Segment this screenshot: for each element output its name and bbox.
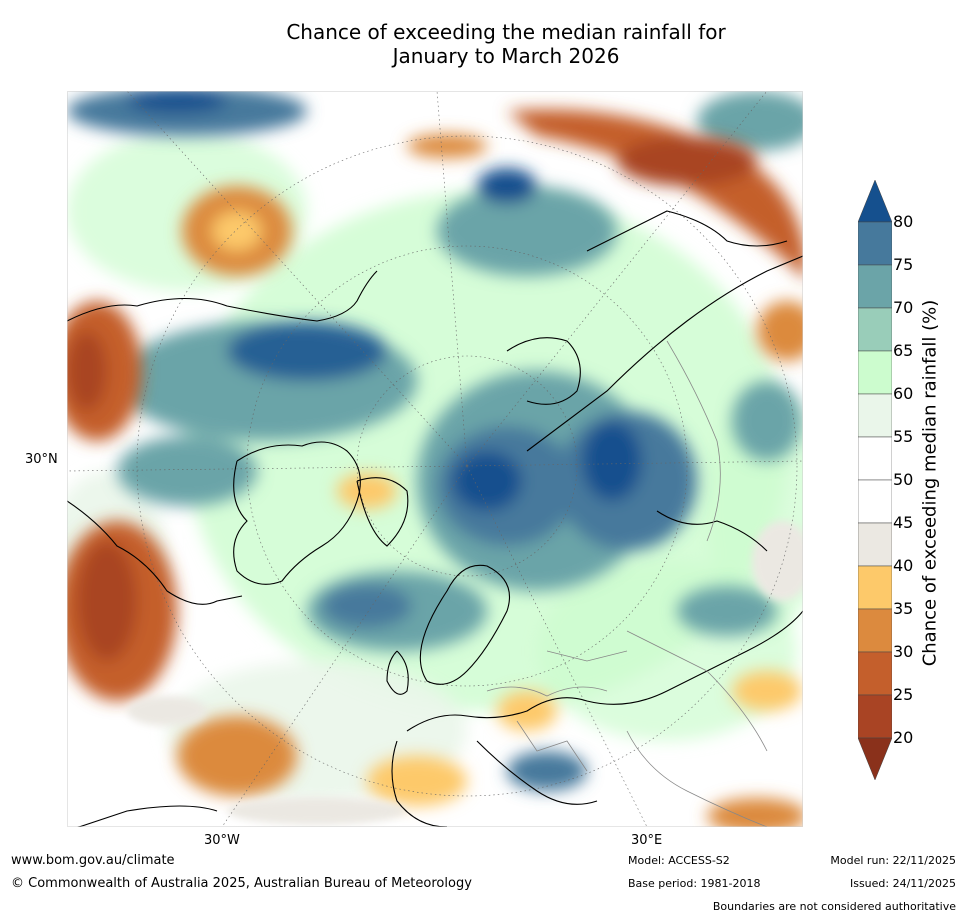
graticule [67,91,803,827]
chart-title: Chance of exceeding the median rainfall … [0,20,965,68]
colorbar-tick-label: 75 [893,255,914,274]
longitude-label-30e: 30°E [631,833,663,848]
colorbar-band [858,436,892,481]
colorbar-label: Chance of exceeding median rainfall (%) [919,299,941,667]
colorbar-band [858,393,892,438]
colorbar-extend-top [858,180,892,223]
above-median-regions [67,91,803,791]
model-run-text: Model run: 22/11/2025 [830,854,956,867]
latitude-label-30n: 30°N [25,452,58,467]
model-text: Model: ACCESS-S2 [628,854,730,867]
colorbar-tick-label: 20 [893,728,914,747]
colorbar [858,180,892,781]
colorbar-tick-label: 25 [893,685,914,704]
website-link[interactable]: www.bom.gov.au/climate [11,853,175,868]
colorbar-tick-label: 65 [893,341,914,360]
colorbar-tick-label: 80 [893,212,914,231]
longitude-label-30w: 30°W [204,833,240,848]
below-median-regions [67,109,803,827]
colorbar-tick-label: 50 [893,470,914,489]
colorbar-band [858,350,892,395]
map-canvas [67,91,803,827]
colorbar-tick-label: 70 [893,298,914,317]
colorbar-band [858,479,892,524]
colorbar-tick-label: 30 [893,642,914,661]
map-frame [67,91,803,827]
colorbar-tick-label: 55 [893,427,914,446]
colorbar-band [858,307,892,352]
colorbar-band [858,694,892,739]
colorbar-band [858,264,892,309]
colorbar-band [858,565,892,610]
colorbar-band [858,651,892,696]
colorbar-segments [858,180,892,781]
copyright-text: © Commonwealth of Australia 2025, Austra… [11,876,472,891]
title-line-1: Chance of exceeding the median rainfall … [286,20,726,44]
country-borders [486,340,768,827]
colorbar-band [858,522,892,567]
coastlines [67,210,803,827]
rainfall-probability-map[interactable] [67,91,803,827]
colorbar-tick-label: 60 [893,384,914,403]
colorbar-tick-label: 45 [893,513,914,532]
title-line-2: January to March 2026 [392,44,620,68]
issued-text: Issued: 24/11/2025 [849,877,956,890]
neutral-regions [127,521,803,825]
disclaimer-text: Boundaries are not considered authoritat… [712,900,956,913]
colorbar-tick-label: 35 [893,599,914,618]
base-period-text: Base period: 1981-2018 [628,877,761,890]
colorbar-extend-bottom [858,737,892,781]
colorbar-tick-label: 40 [893,556,914,575]
colorbar-band [858,608,892,653]
colorbar-band [858,221,892,266]
